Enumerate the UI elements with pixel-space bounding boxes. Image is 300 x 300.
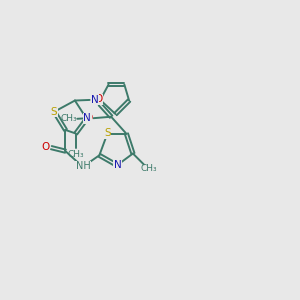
Text: O: O xyxy=(94,94,103,104)
Text: S: S xyxy=(104,128,111,138)
Text: O: O xyxy=(84,113,92,123)
Text: NH: NH xyxy=(76,161,91,172)
Text: CH₃: CH₃ xyxy=(68,150,84,159)
Text: CH₃: CH₃ xyxy=(140,164,157,173)
Text: CH₃: CH₃ xyxy=(61,114,77,123)
Text: S: S xyxy=(50,107,57,117)
Text: N: N xyxy=(91,95,99,105)
Text: N: N xyxy=(83,113,91,123)
Text: O: O xyxy=(41,142,50,152)
Text: N: N xyxy=(114,160,122,170)
